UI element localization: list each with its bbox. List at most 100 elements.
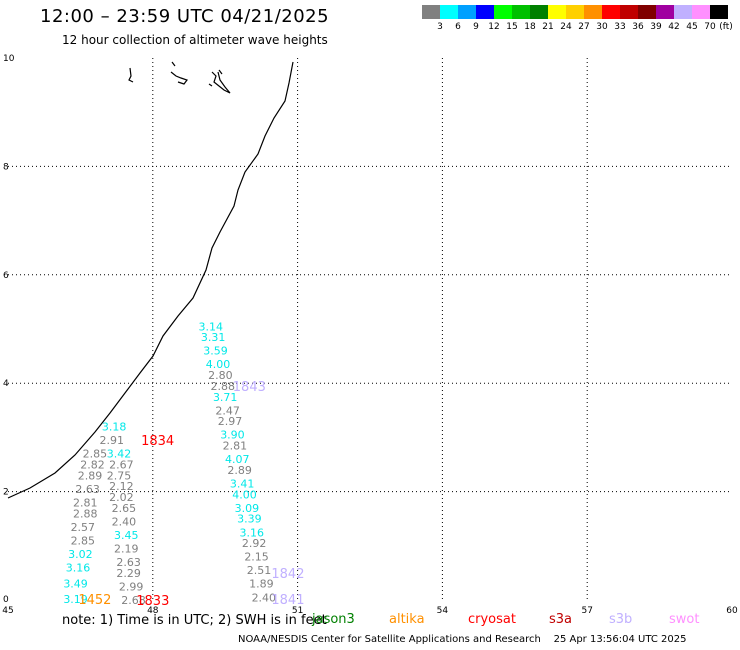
colorbar-label: 45 (686, 22, 698, 32)
wave-height-value: 1.89 (249, 578, 274, 591)
colorbar-swatch (530, 5, 548, 19)
footer-note: note: 1) Time is in UTC; 2) SWH is in fe… (62, 613, 327, 628)
y-tick-label: 0 (3, 595, 9, 605)
colorbar-label: 12 (488, 22, 500, 32)
wave-height-value: 2.02 (109, 491, 134, 504)
colorbar-label: 42 (668, 22, 680, 32)
colorbar-swatch (710, 5, 728, 19)
wave-height-value: 2.88 (73, 507, 98, 520)
wave-height-value: 2.92 (242, 537, 267, 550)
wave-height-value: 2.89 (227, 464, 252, 477)
colorbar-label: 39 (650, 22, 662, 32)
wave-height-value: 3.41 (230, 477, 255, 490)
wave-height-value: 2.12 (109, 480, 134, 493)
wave-height-value: 3.39 (237, 513, 262, 526)
satellite-legend-jason3: jason3 (312, 612, 355, 627)
colorbar-swatch (458, 5, 476, 19)
wave-height-value: 2.91 (100, 434, 125, 447)
colorbar-swatch (512, 5, 530, 19)
coastline (7, 61, 294, 499)
colorbar-label: 15 (506, 22, 518, 32)
colorbar-label: 6 (455, 22, 461, 32)
wave-height-value: 4.00 (232, 488, 257, 501)
x-tick-label: 60 (726, 606, 738, 616)
wave-height-value: 3.42 (107, 448, 132, 461)
colorbar-unit: (ft) (719, 22, 733, 32)
satellite-legend-s3a: s3a (549, 612, 573, 627)
wave-height-value: 2.85 (83, 448, 108, 461)
colorbar-label: 24 (560, 22, 572, 32)
wave-height-value: 3.49 (63, 578, 88, 591)
colorbar-swatch (638, 5, 656, 19)
y-tick-label: 4 (3, 379, 9, 389)
wave-height-value: 3.18 (102, 421, 127, 434)
pass-time-label: 1452 (78, 593, 111, 608)
wave-height-value: 4.07 (225, 453, 250, 466)
colorbar-swatch (440, 5, 458, 19)
island-outline (170, 61, 188, 85)
wave-height-value: 3.45 (114, 529, 139, 542)
wave-height-value: 2.65 (112, 502, 137, 515)
wave-height-value: 2.63 (75, 483, 100, 496)
satellite-legend: jason3 altika cryosat s3a s3b swot (0, 612, 740, 630)
colorbar-swatch (476, 5, 494, 19)
colorbar-swatch (584, 5, 602, 19)
colorbar-swatch (548, 5, 566, 19)
satellite-legend-swot: swot (669, 612, 700, 627)
x-tick-label: 51 (292, 606, 303, 616)
colorbar-label: 21 (542, 22, 554, 32)
colorbar-label: 9 (473, 22, 479, 32)
wave-height-value: 2.97 (218, 415, 243, 428)
wave-height-value: 2.40 (252, 591, 277, 604)
colorbar-swatch (674, 5, 692, 19)
credit-timestamp: 25 Apr 13:56:04 UTC 2025 (553, 634, 687, 645)
colorbar-label: 30 (596, 22, 608, 32)
wave-height-value: 2.67 (109, 459, 134, 472)
pass-time-label: 1833 (136, 594, 169, 609)
wave-height-value: 2.15 (244, 551, 269, 564)
wave-height-value: 2.68 (121, 594, 146, 607)
wave-height-value: 3.16 (66, 561, 91, 574)
y-tick-label: 2 (3, 488, 9, 498)
map-subtitle: 12 hour collection of altimeter wave hei… (62, 33, 328, 47)
y-tick-label: 6 (3, 271, 9, 281)
wave-height-value: 3.16 (239, 526, 264, 539)
map-title: 12:00 – 23:59 UTC 04/21/2025 (40, 6, 330, 27)
wave-height-value: 2.75 (107, 469, 132, 482)
colorbar-swatch (494, 5, 512, 19)
wave-height-value: 2.89 (78, 469, 103, 482)
wave-height-value: 3.90 (220, 429, 245, 442)
pass-time-label: 1842 (271, 567, 304, 582)
wave-height-value: 3.02 (68, 548, 93, 561)
colorbar-label: 27 (578, 22, 590, 32)
wave-height-value: 3.19 (63, 593, 88, 606)
x-tick-label: 48 (147, 606, 159, 616)
wave-height-value: 2.80 (208, 369, 233, 382)
wave-height-value: 3.71 (213, 391, 238, 404)
colorbar-swatch (692, 5, 710, 19)
wave-height-value: 2.81 (223, 440, 248, 453)
wave-height-value: 2.29 (116, 567, 141, 580)
wave-height-colorbar: 3 6 9 12 15 18 21 24 27 30 33 36 39 42 45 70 (ft) (422, 5, 733, 37)
colorbar-label: 36 (632, 22, 644, 32)
island-outline (128, 67, 134, 83)
x-tick-label: 54 (437, 606, 449, 616)
colorbar-swatch (422, 5, 440, 19)
wave-height-value: 2.99 (119, 580, 144, 593)
colorbar-swatch (620, 5, 638, 19)
y-tick-label: 10 (3, 54, 15, 64)
pass-time-label: 1843 (233, 380, 266, 395)
wave-height-value: 4.00 (206, 358, 231, 371)
colorbar-label: 70 (704, 22, 716, 32)
wave-height-value: 2.82 (80, 459, 105, 472)
footer-credit: NOAA/NESDIS Center for Satellite Applica… (238, 634, 687, 645)
wave-height-value: 2.51 (247, 564, 272, 577)
island-outline (208, 69, 223, 87)
wave-height-value: 3.59 (203, 345, 228, 358)
pass-time-label: 1834 (141, 434, 174, 449)
credit-text: NOAA/NESDIS Center for Satellite Applica… (238, 634, 541, 645)
wave-height-value: 2.85 (71, 534, 96, 547)
y-tick-label: 8 (3, 162, 9, 172)
wave-height-value: 2.47 (215, 404, 240, 417)
